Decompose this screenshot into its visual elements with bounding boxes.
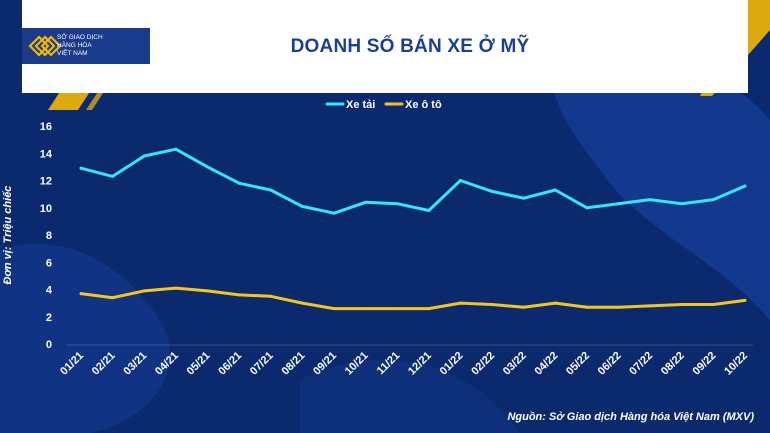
y-tick-label: 10 bbox=[40, 203, 52, 215]
x-tick-label: 11/21 bbox=[375, 350, 403, 378]
y-tick-label: 8 bbox=[46, 230, 52, 242]
x-tick-label: 07/21 bbox=[248, 350, 276, 378]
data-point bbox=[743, 184, 747, 188]
data-point bbox=[79, 292, 83, 296]
data-point bbox=[395, 202, 399, 206]
y-tick-label: 2 bbox=[46, 312, 52, 324]
data-point bbox=[237, 181, 241, 185]
y-tick-label: 6 bbox=[46, 257, 52, 269]
data-point bbox=[395, 307, 399, 311]
x-tick-label: 10/21 bbox=[343, 350, 371, 378]
x-tick-label: 07/22 bbox=[627, 350, 655, 378]
data-point bbox=[743, 298, 747, 302]
data-point bbox=[617, 305, 621, 309]
data-point bbox=[174, 286, 178, 290]
data-point bbox=[680, 202, 684, 206]
data-point bbox=[332, 307, 336, 311]
data-point bbox=[332, 211, 336, 215]
y-tick-label: 0 bbox=[46, 339, 52, 351]
data-point bbox=[617, 202, 621, 206]
series-line-2 bbox=[79, 286, 747, 311]
x-tick-label: 01/21 bbox=[58, 350, 86, 378]
x-tick-label: 08/21 bbox=[280, 350, 308, 378]
data-point bbox=[300, 301, 304, 305]
data-point bbox=[427, 307, 431, 311]
data-point bbox=[364, 200, 368, 204]
data-point bbox=[269, 294, 273, 298]
logo-icon bbox=[22, 28, 150, 64]
data-point bbox=[522, 305, 526, 309]
x-tick-label: 08/22 bbox=[659, 350, 687, 378]
data-point bbox=[585, 206, 589, 210]
chart-title: DOANH SỐ BÁN XE Ở MỸ bbox=[290, 36, 530, 57]
data-point bbox=[205, 289, 209, 293]
data-point bbox=[79, 166, 83, 170]
x-tick-label: 10/22 bbox=[722, 350, 750, 378]
x-tick-label: 05/22 bbox=[564, 350, 592, 378]
data-point bbox=[490, 189, 494, 193]
data-point bbox=[142, 289, 146, 293]
data-point bbox=[111, 174, 115, 178]
x-tick-label: 04/21 bbox=[153, 350, 181, 378]
data-point bbox=[522, 196, 526, 200]
data-point bbox=[648, 304, 652, 308]
x-tick-label: 06/21 bbox=[216, 350, 244, 378]
data-point bbox=[205, 165, 209, 169]
x-tick-label: 01/22 bbox=[438, 350, 466, 378]
data-point bbox=[174, 147, 178, 151]
data-point bbox=[490, 302, 494, 306]
data-point bbox=[458, 179, 462, 182]
data-point bbox=[711, 198, 715, 202]
data-point bbox=[142, 154, 146, 158]
legend-label-2: Xe ô tô bbox=[405, 99, 442, 111]
x-tick-label: 12/21 bbox=[406, 350, 434, 378]
data-point bbox=[553, 188, 557, 192]
logo-text: SỞ GIAO DỊCH HÀNG HÓA VIỆT NAM bbox=[57, 34, 127, 58]
y-tick-label: 12 bbox=[40, 176, 52, 188]
data-point bbox=[427, 208, 431, 212]
data-point bbox=[237, 293, 241, 297]
data-point bbox=[458, 301, 462, 305]
x-tick-label: 09/22 bbox=[691, 350, 719, 378]
data-point bbox=[585, 305, 589, 309]
y-axis-label: Đơn vị: Triệu chiếc bbox=[2, 185, 14, 285]
source-note: Nguồn: Sở Giao dịch Hàng hóa Việt Nam (M… bbox=[507, 411, 754, 423]
data-point bbox=[553, 301, 557, 305]
x-tick-label: 09/21 bbox=[311, 350, 339, 378]
legend-label-1: Xe tải bbox=[346, 99, 375, 111]
data-point bbox=[269, 188, 273, 192]
x-tick-label: 04/22 bbox=[532, 350, 560, 378]
x-tick-label: 03/22 bbox=[501, 350, 529, 378]
x-tick-label: 02/22 bbox=[469, 350, 497, 378]
y-tick-label: 14 bbox=[40, 148, 53, 160]
data-point bbox=[680, 302, 684, 306]
data-point bbox=[300, 204, 304, 208]
data-point bbox=[711, 302, 715, 306]
logo-line-2: HÀNG HÓA bbox=[57, 42, 92, 49]
data-point bbox=[648, 198, 652, 202]
logo-line-3: VIỆT NAM bbox=[57, 50, 88, 57]
data-point bbox=[111, 296, 115, 300]
x-tick-label: 06/22 bbox=[596, 350, 624, 378]
x-tick-label: 02/21 bbox=[90, 350, 118, 378]
y-tick-label: 16 bbox=[40, 121, 52, 133]
logo-line-1: SỞ GIAO DỊCH bbox=[57, 34, 103, 41]
data-point bbox=[364, 307, 368, 311]
y-tick-label: 4 bbox=[46, 285, 53, 297]
series-line-1 bbox=[79, 147, 747, 215]
x-tick-label: 05/21 bbox=[185, 350, 213, 378]
x-tick-label: 03/21 bbox=[121, 350, 149, 378]
